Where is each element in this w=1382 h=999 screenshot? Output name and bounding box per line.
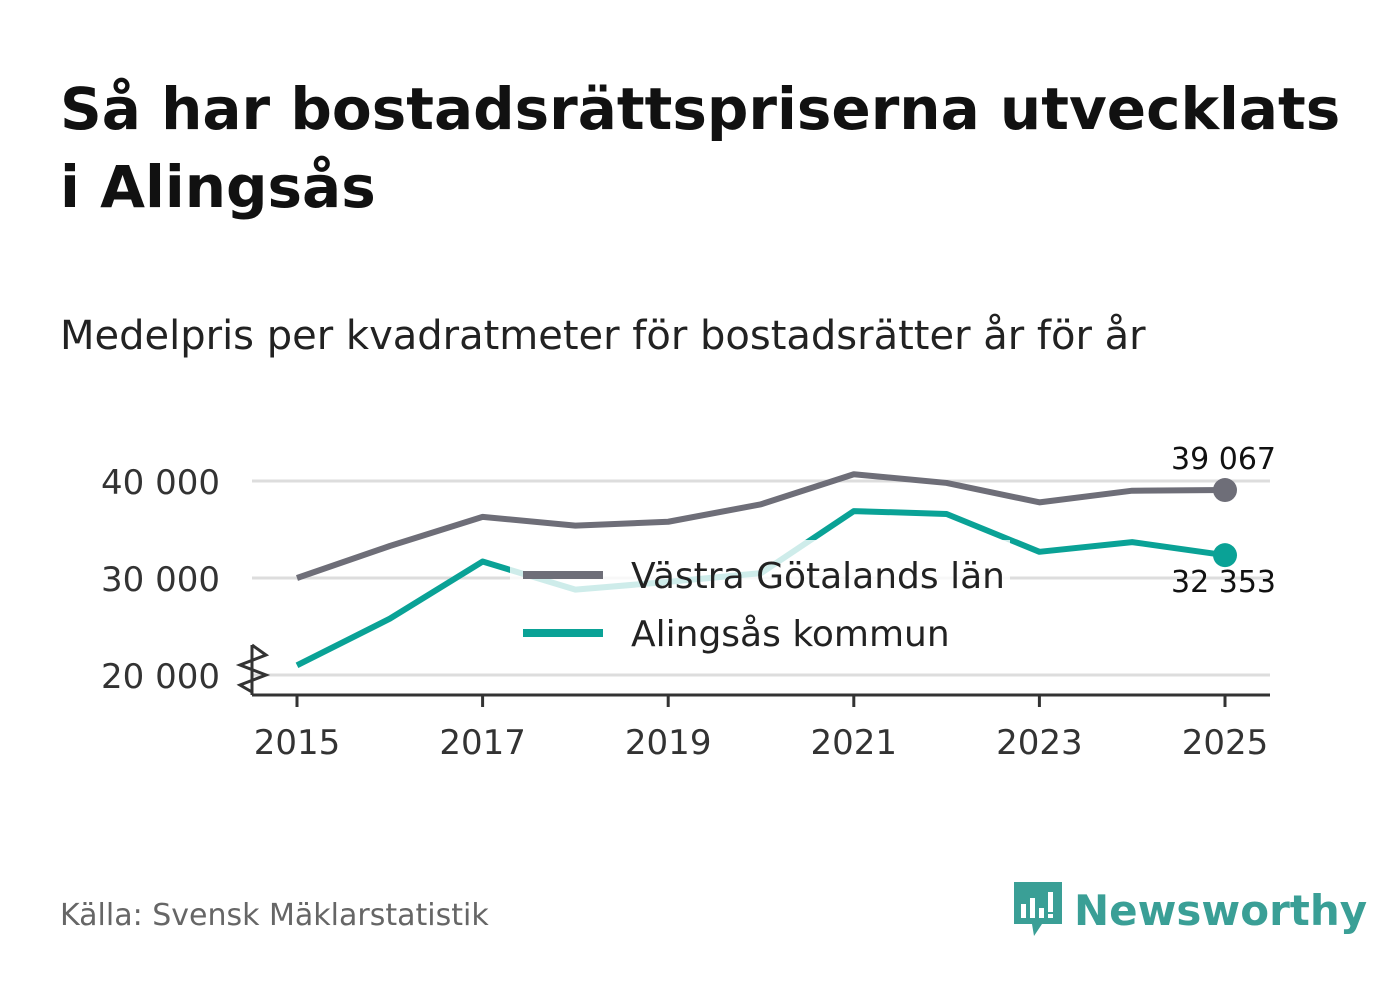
- series-end-point: [1213, 543, 1237, 568]
- end-value-label: 32 353: [1171, 565, 1276, 600]
- legend-label: Västra Götalands län: [631, 556, 1005, 597]
- x-tick-label: 2015: [254, 723, 341, 763]
- legend-label: Alingsås kommun: [631, 614, 950, 655]
- series-end-point: [1213, 478, 1237, 503]
- brand-name: Newsworthy: [1074, 885, 1368, 935]
- source-note: Källa: Svensk Mäklarstatistik: [60, 898, 489, 933]
- x-tick-label: 2025: [1182, 723, 1269, 763]
- chart-title: Så har bostadsrättspriserna utvecklats i…: [60, 75, 1341, 221]
- chart-subtitle: Medelpris per kvadratmeter för bostadsrä…: [60, 313, 1146, 359]
- end-value-label: 39 067: [1171, 442, 1276, 477]
- x-tick-label: 2021: [811, 723, 898, 763]
- x-tick-label: 2017: [439, 723, 526, 763]
- y-tick-label: 20 000: [101, 657, 220, 697]
- y-tick-label: 40 000: [101, 463, 220, 503]
- legend-background: [510, 540, 1010, 665]
- newsworthy-logo: Newsworthy: [1012, 880, 1367, 940]
- newsworthy-logo-icon: [1014, 882, 1062, 936]
- series-line-vastra-gotaland: [296, 471, 1226, 581]
- x-tick-label: 2019: [625, 723, 712, 763]
- x-tick-label: 2023: [996, 723, 1083, 763]
- y-tick-label: 30 000: [101, 560, 220, 600]
- y-axis-break: [235, 643, 271, 694]
